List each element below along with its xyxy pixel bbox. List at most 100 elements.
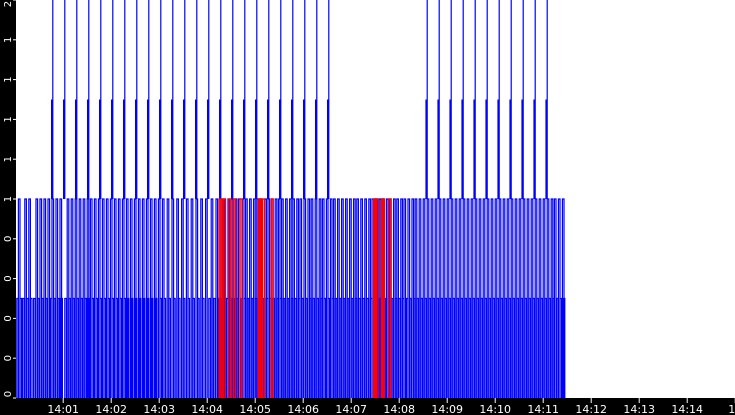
pulse-to-1 [378, 198, 382, 398]
pulse-to-1 [299, 198, 303, 398]
pulse-to-1 [345, 198, 348, 398]
pulse-to-1 [185, 198, 189, 398]
pulse-to-1 [176, 198, 179, 398]
pulse-to-1 [422, 198, 426, 398]
pulse-to-1 [430, 198, 434, 398]
pulse-to-1 [546, 198, 550, 398]
pulse-to-1 [506, 198, 510, 398]
pulse-to-0 [64, 297, 68, 398]
pulse-to-1 [141, 198, 145, 398]
pulse-to-1 [530, 198, 534, 398]
pulse-to-1 [360, 198, 363, 398]
x-tick-label: 14:09 [431, 403, 463, 415]
y-tick-label: 0 [3, 315, 14, 321]
pulse-to-0 [21, 297, 25, 398]
y-tick-label: 0 [3, 355, 14, 361]
pulse-to-1 [438, 198, 442, 398]
pulse-to-1 [210, 198, 214, 398]
pulse-to-1 [55, 198, 59, 398]
pulse-to-1 [393, 198, 396, 398]
pulse-to-1 [337, 198, 340, 398]
pulse-to-1 [245, 198, 248, 398]
pulse-to-1 [538, 198, 542, 398]
pulse-to-1 [277, 198, 281, 398]
pulse-to-1 [349, 198, 352, 398]
pulse-to-1 [51, 198, 55, 398]
pulse-to-1 [28, 198, 31, 398]
pulse-to-1 [356, 198, 359, 398]
pulse-to-1 [396, 198, 399, 398]
y-tick-label: 1 [3, 196, 14, 202]
pulse-to-1 [205, 198, 208, 398]
pulse-to-1 [89, 198, 93, 398]
x-tick-label: 14:08 [383, 403, 415, 415]
x-tick-label: 14:06 [287, 403, 319, 415]
pulse-to-1 [39, 198, 43, 398]
pulse-to-1 [474, 198, 478, 398]
pulse-to-1 [310, 198, 314, 398]
x-tick-label: 14:02 [95, 403, 127, 415]
pulse-to-1 [292, 198, 295, 398]
pulse-to-1 [190, 198, 194, 398]
pulse-to-1 [137, 198, 141, 398]
pulse-to-1 [442, 198, 446, 398]
pulse-to-1 [74, 198, 78, 398]
pulse-to-1 [78, 198, 82, 398]
pulse-to-1 [70, 198, 74, 398]
pulse-to-1 [353, 198, 356, 398]
pulse-to-1 [129, 198, 133, 398]
pulse-to-0 [208, 297, 211, 398]
pulse-to-1 [171, 198, 175, 398]
pulse-to-1 [385, 198, 389, 398]
pulse-to-1 [466, 198, 470, 398]
y-tick-label: 0 [3, 236, 14, 242]
y-axis: 0 0 0 0 0 1 1 1 1 1 2 [3, 0, 16, 399]
pulse-to-1 [181, 198, 184, 398]
pulse-to-1 [526, 198, 530, 398]
pulse-to-1 [486, 198, 490, 398]
x-tick-label: 14:03 [143, 403, 175, 415]
pulse-to-1 [121, 198, 125, 398]
pulse-to-1 [117, 198, 121, 398]
pulse-to-1 [426, 198, 430, 398]
x-tick-label: 14:11 [527, 403, 559, 415]
pulse-to-1 [274, 198, 278, 398]
pulse-to-1 [249, 198, 252, 398]
pulse-to-1 [542, 198, 546, 398]
pulse-to-1 [105, 198, 109, 398]
x-axis: 14:01 14:02 14:03 14:04 14:05 14:06 14:07 14:08… [47, 398, 735, 415]
pulse-to-1 [434, 198, 438, 398]
x-tick-label: 14:04 [191, 403, 223, 415]
pulse-to-0 [32, 297, 36, 398]
pulse-to-1 [47, 198, 51, 398]
pulse-to-1 [303, 198, 307, 398]
pulse-to-1 [24, 198, 27, 398]
pulse-to-1 [478, 198, 482, 398]
pulse-to-1 [43, 198, 47, 398]
pulse-to-0 [213, 297, 216, 398]
pulse-to-1 [446, 198, 450, 398]
x-tick-label: 14:07 [335, 403, 367, 415]
pulse-to-1 [550, 198, 554, 398]
pulse-to-1 [502, 198, 506, 398]
pulse-to-1 [462, 198, 466, 398]
pulse-to-1 [482, 198, 486, 398]
pulse-to-1 [318, 198, 322, 398]
pulse-to-1 [82, 198, 86, 398]
pulse-to-1 [161, 198, 165, 398]
pulse-to-1 [458, 198, 462, 398]
pulse-to-1 [166, 198, 170, 398]
pulse-to-1 [289, 198, 292, 398]
y-tick-label: 0 [3, 275, 14, 281]
pulse-to-1 [149, 198, 153, 398]
pulse-to-1 [17, 198, 21, 398]
pulse-to-1 [281, 198, 284, 398]
x-tick-label: 14:14 [671, 403, 703, 415]
pulse-to-1 [490, 198, 494, 398]
pulse-to-1 [454, 198, 458, 398]
pulse-to-1 [329, 198, 333, 398]
pulse-to-1 [557, 198, 561, 398]
pulse-to-1 [522, 198, 526, 398]
